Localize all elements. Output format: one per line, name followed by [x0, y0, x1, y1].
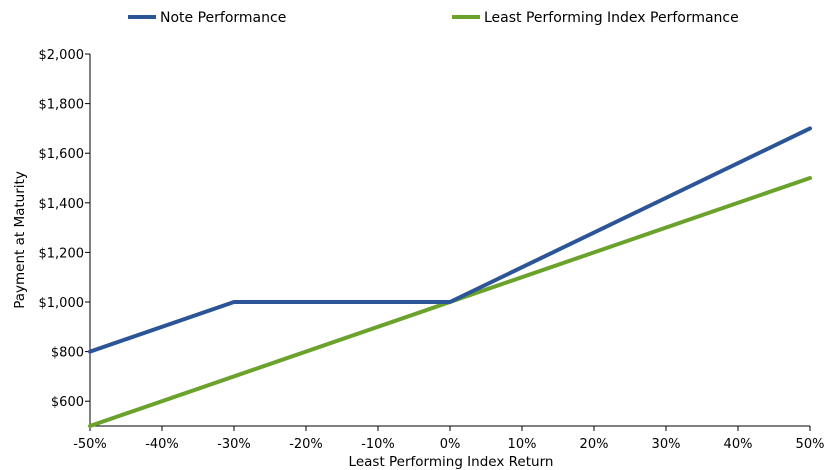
x-tick-label: 40% [724, 437, 753, 452]
x-tick-label: -50% [73, 437, 107, 452]
x-tick-label: -30% [217, 437, 251, 452]
y-tick-label: $1,800 [39, 98, 85, 113]
x-tick-label: 30% [652, 437, 681, 452]
x-tick-label: 10% [508, 437, 537, 452]
y-tick-label: $1,000 [39, 296, 85, 311]
y-tick-label: $600 [51, 395, 84, 410]
y-tick-label: $800 [51, 346, 84, 361]
y-tick-label: $2,000 [39, 48, 85, 63]
axes: $600 $800 $1,000 $1,200 $1,400 $1,600 $1,800 $2… [39, 48, 825, 452]
legend: Note Performance Least Performing Index … [128, 10, 739, 26]
y-tick-label: $1,200 [39, 246, 85, 261]
series-group [88, 126, 812, 428]
x-tick-label: 50% [796, 437, 825, 452]
y-tick-label: $1,600 [39, 147, 85, 162]
legend-label-least-performing-index: Least Performing Index Performance [484, 10, 739, 26]
x-axis-title: Least Performing Index Return [349, 454, 554, 470]
x-tick-label: -40% [145, 437, 179, 452]
y-axis-title: Payment at Maturity [12, 171, 28, 309]
x-tick-label: -10% [361, 437, 395, 452]
legend-label-note-performance: Note Performance [160, 10, 286, 26]
x-tick-label: -20% [289, 437, 323, 452]
series-line-note-performance [88, 126, 812, 354]
y-tick-label: $1,400 [39, 197, 85, 212]
x-tick-label: 20% [580, 437, 609, 452]
x-tick-label: 0% [440, 437, 461, 452]
